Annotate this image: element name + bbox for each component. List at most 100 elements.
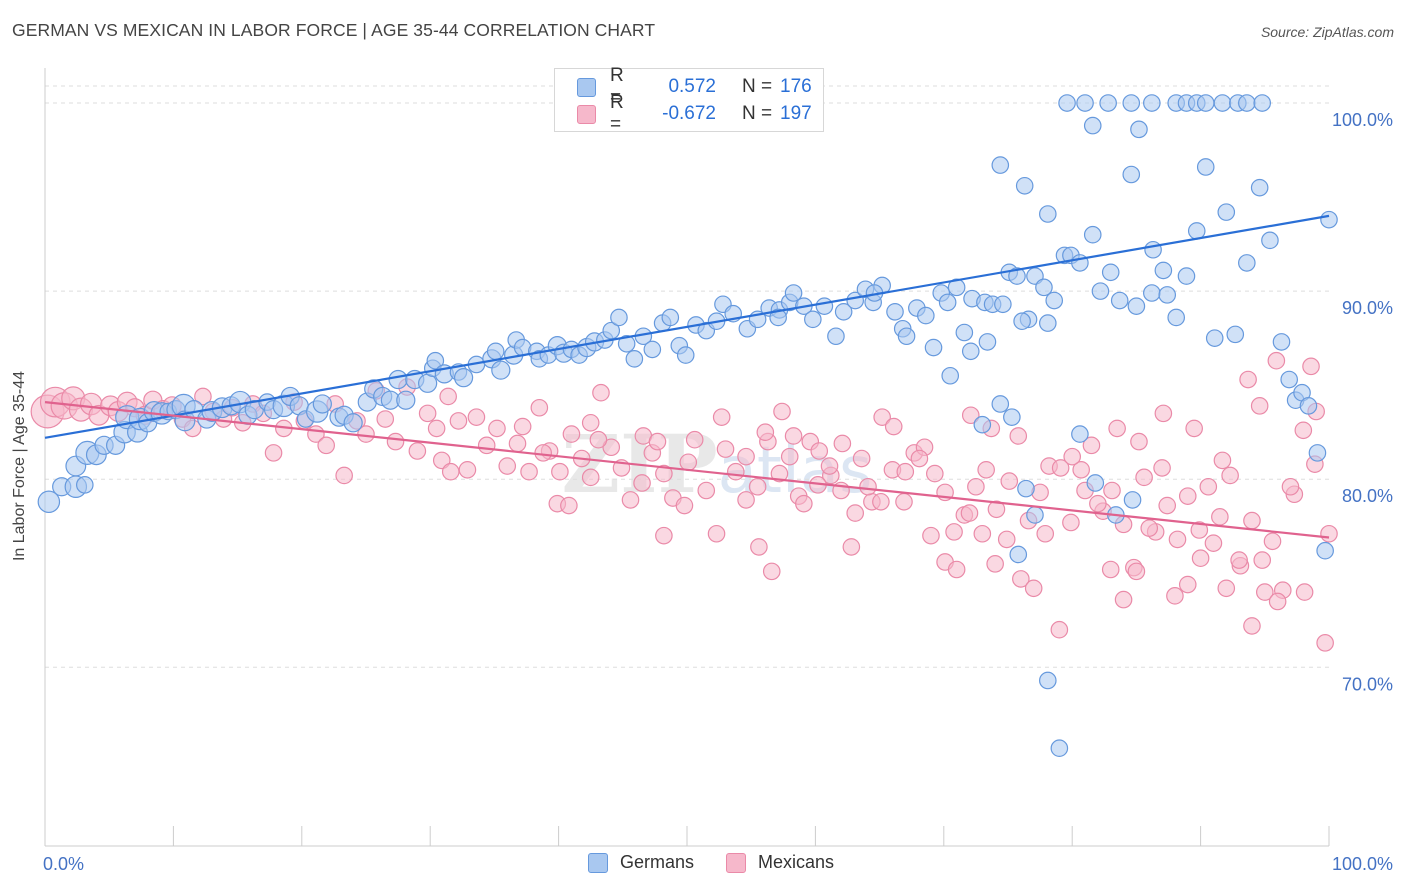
mexican-point — [1250, 397, 1269, 415]
german-point — [784, 284, 803, 302]
mexican-point — [592, 383, 610, 402]
german-point — [1076, 94, 1094, 112]
german-point — [676, 346, 695, 364]
mexican-point — [1158, 496, 1177, 515]
german-point — [991, 156, 1010, 174]
mexican-point — [439, 387, 457, 406]
german-point — [1039, 205, 1057, 223]
mexican-point — [418, 404, 437, 423]
german-point — [924, 338, 943, 357]
mexican-point — [441, 462, 460, 481]
mexican-point — [1178, 487, 1197, 505]
german-point — [1280, 370, 1298, 389]
mexican-point — [756, 423, 775, 441]
mexican-point — [1140, 519, 1159, 537]
mexican-point — [498, 457, 517, 475]
mexican-point — [679, 453, 698, 472]
german-point — [1058, 94, 1076, 112]
german-point — [917, 306, 935, 325]
mexican-point — [707, 524, 726, 543]
german-point — [1017, 479, 1035, 498]
german-point — [426, 351, 445, 370]
mexican-point — [1114, 590, 1133, 609]
mexican-point — [872, 492, 890, 511]
mexican-point — [675, 496, 694, 515]
mexican-point — [1012, 570, 1030, 588]
mexican-point — [1089, 494, 1107, 513]
german-point — [396, 390, 416, 410]
german-point — [1272, 333, 1291, 351]
mexican-point — [1199, 477, 1218, 496]
mexican-point — [335, 466, 353, 485]
mexican-point — [449, 412, 468, 430]
n-value: 176 — [780, 76, 812, 97]
mexican-point — [762, 562, 781, 581]
mexican-point — [960, 504, 979, 522]
german-point — [486, 342, 505, 361]
r-label: R = — [610, 65, 624, 108]
tick-labels: 70.0% 80.0% 90.0% 100.0% 0.0% 100.0% — [43, 110, 1393, 874]
german-point — [610, 308, 628, 327]
german-point — [1226, 325, 1245, 344]
german-point — [491, 360, 511, 380]
mexican-point — [621, 491, 640, 509]
r-label: R = — [610, 92, 624, 135]
german-point — [994, 295, 1012, 314]
mexican-point — [1103, 481, 1121, 500]
mexican-point — [551, 462, 569, 481]
mexican-point — [1302, 357, 1320, 376]
mexican-point — [784, 427, 803, 445]
mexican-point — [986, 555, 1004, 573]
trend-lines — [44, 214, 1330, 539]
mexican-point — [562, 425, 581, 443]
legend-item-germans: Germans — [588, 852, 694, 873]
german-point — [1026, 506, 1044, 524]
mexican-point — [317, 436, 335, 455]
german-point — [1238, 94, 1256, 112]
mexican-point — [1168, 530, 1187, 549]
mexican-point — [712, 408, 731, 426]
german-point — [1039, 671, 1057, 690]
mexican-point — [737, 447, 755, 466]
mexican-point — [1178, 575, 1197, 594]
legend-label-mexicans: Mexicans — [758, 852, 835, 872]
german-point — [1316, 541, 1334, 560]
german-point — [1253, 94, 1272, 112]
german-point — [1130, 120, 1148, 139]
german-point — [1308, 444, 1327, 462]
mexican-point — [1267, 351, 1286, 370]
mexican-point — [1024, 579, 1043, 598]
german-point — [617, 334, 636, 353]
mexican-point — [1217, 579, 1236, 598]
mexican-point — [910, 449, 929, 468]
german-point — [1299, 397, 1318, 415]
mexican-point — [1243, 617, 1261, 635]
mexican-point — [873, 408, 891, 426]
mexican-point — [581, 468, 600, 487]
german-point — [418, 373, 438, 393]
mexican-point — [520, 462, 538, 481]
n-value: 197 — [780, 103, 812, 124]
german-point — [769, 308, 787, 327]
legend-item-mexicans: Mexicans — [726, 852, 834, 873]
german-point — [1013, 312, 1031, 331]
german-point — [1196, 158, 1215, 176]
mexican-point — [560, 496, 578, 515]
german-point — [938, 293, 957, 312]
mexican-point — [534, 444, 552, 462]
mexican-point — [655, 526, 673, 545]
mexican-point — [961, 406, 980, 425]
mexican-point — [987, 500, 1006, 519]
german-point — [1261, 231, 1279, 250]
mexican-point — [1243, 511, 1261, 530]
mexican-point — [1127, 562, 1146, 581]
german-point — [1071, 425, 1089, 443]
mexican-point — [1294, 421, 1313, 440]
mexican-point — [1191, 549, 1210, 568]
stats-legend: R = 0.572 N = 176 R = -0.672 N = 197 — [554, 65, 824, 135]
german-point — [1196, 94, 1215, 112]
mexican-point — [895, 492, 913, 511]
x-tick-label: 0.0% — [43, 854, 84, 874]
german-point — [973, 415, 992, 434]
